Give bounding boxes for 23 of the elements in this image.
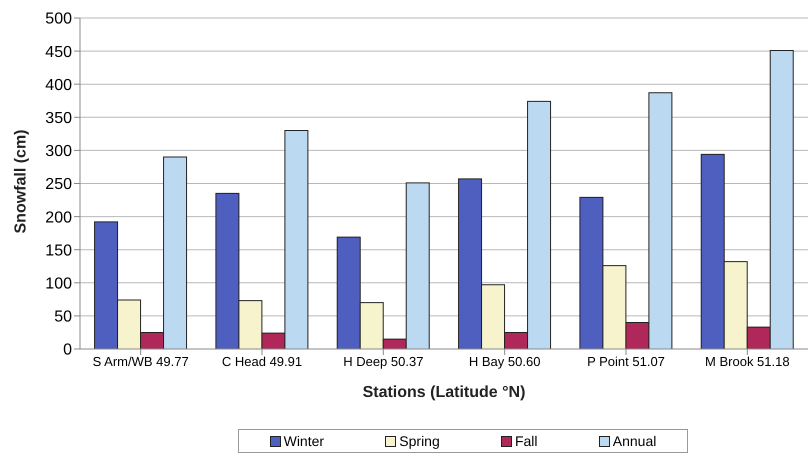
x-tick-label: P Point 51.07 <box>587 354 665 370</box>
y-tick-label: 100 <box>45 275 72 292</box>
x-tick-label: H Bay 50.60 <box>468 354 540 370</box>
y-axis-title: Snowfall (cm) <box>12 129 30 234</box>
x-tick-label: S Arm/WB 49.77 <box>92 354 189 370</box>
legend-label: Winter <box>284 433 324 449</box>
x-tick-label: C Head 49.91 <box>222 354 302 370</box>
legend-label: Annual <box>612 433 656 449</box>
x-tick-label: M Brook 51.18 <box>705 354 790 370</box>
y-tick-label: 350 <box>45 110 72 127</box>
x-axis-title: Stations (Latitude °N) <box>362 384 526 401</box>
y-tick-label: 250 <box>45 176 72 194</box>
y-tick-label: 0 <box>63 342 72 359</box>
y-tick-label: 200 <box>45 209 72 226</box>
legend-label: Spring <box>399 433 440 449</box>
y-tick-label: 50 <box>54 308 72 326</box>
y-tick-label: 450 <box>45 44 72 61</box>
y-tick-label: 500 <box>45 10 72 28</box>
x-tick-label: H Deep 50.37 <box>343 354 424 370</box>
legend-label: Fall <box>514 433 538 449</box>
y-tick-label: 150 <box>45 242 72 260</box>
y-tick-label: 400 <box>45 76 72 94</box>
y-tick-label: 300 <box>45 143 72 160</box>
